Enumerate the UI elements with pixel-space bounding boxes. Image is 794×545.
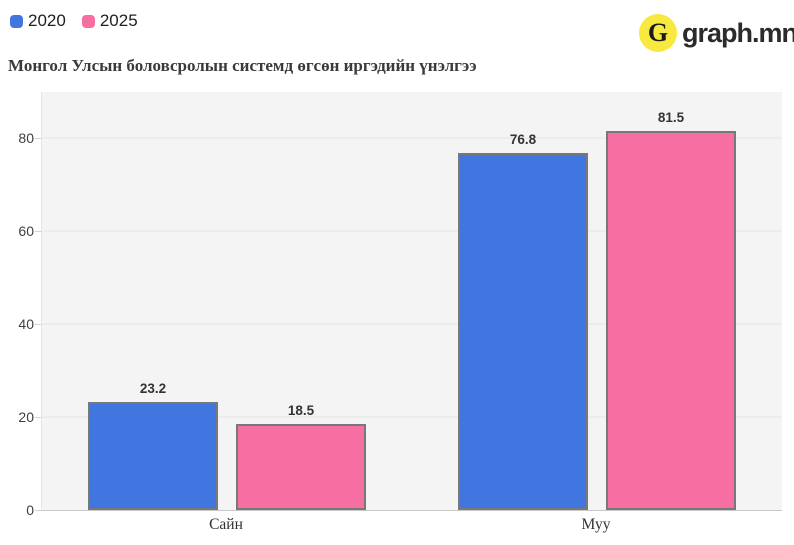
value-label-2025-Сайн: 18.5 — [287, 403, 315, 419]
value-label-2020-Сайн: 23.2 — [139, 381, 167, 397]
value-label-2020-Муу: 76.8 — [509, 132, 537, 148]
chart-title: Монгол Улсын боловсролын системд өгсөн и… — [8, 56, 477, 75]
y-axis-label-0: 0 — [26, 502, 34, 518]
gridline-20 — [42, 416, 782, 419]
legend-swatch-icon — [10, 14, 23, 28]
y-tickmark — [35, 417, 41, 419]
bar-2025-Сайн[interactable] — [236, 424, 366, 510]
logo-letter: G — [647, 18, 669, 47]
legend-label: 2020 — [28, 11, 66, 30]
y-axis-label-20: 20 — [18, 409, 34, 426]
logo-text: graph.mn — [682, 17, 794, 48]
gridline-40 — [42, 323, 782, 326]
y-tickmark — [35, 231, 41, 233]
bar-2020-Муу[interactable] — [458, 153, 588, 510]
legend-swatch-icon — [81, 14, 95, 28]
y-tickmark — [35, 324, 41, 326]
gridline-80 — [42, 137, 782, 140]
x-axis-label-Сайн: Сайн — [209, 516, 243, 533]
chart-legend: 2020 2025 — [10, 11, 154, 31]
logo-circle-icon: G — [639, 14, 677, 52]
x-axis-label-Муу: Муу — [581, 516, 611, 533]
y-axis-label-40: 40 — [18, 316, 34, 333]
gridline-60 — [42, 230, 782, 233]
y-axis-label-60: 60 — [18, 223, 34, 240]
legend-item-2020[interactable]: 2020 — [10, 11, 66, 31]
y-axis-label-80: 80 — [18, 130, 34, 147]
graphmn-logo[interactable]: G graph.mn — [639, 14, 794, 52]
value-label-2025-Муу: 81.5 — [657, 110, 685, 126]
legend-label: 2025 — [99, 11, 138, 30]
bar-2020-Сайн[interactable] — [88, 402, 218, 510]
y-tickmark — [35, 510, 41, 511]
bar-2025-Муу[interactable] — [606, 131, 736, 510]
y-tickmark — [35, 138, 41, 140]
plot-area: 23.2 18.5 76.8 81.5 — [41, 92, 782, 511]
legend-item-2025[interactable]: 2025 — [81, 11, 138, 31]
